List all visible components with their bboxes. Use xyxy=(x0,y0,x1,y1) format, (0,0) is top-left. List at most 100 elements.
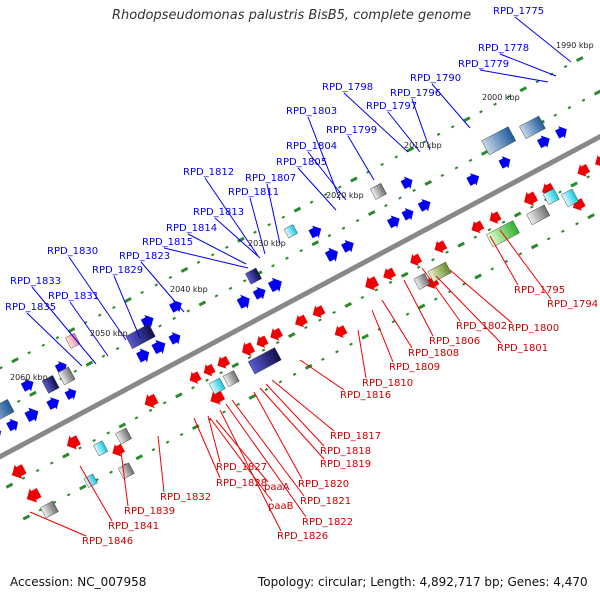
forward-gene-label: RPD_1830 xyxy=(47,246,98,257)
scale-tick xyxy=(349,342,353,346)
scale-tick xyxy=(219,371,223,375)
scale-tick xyxy=(29,390,37,397)
forward-leader-line xyxy=(31,286,97,365)
scale-label: 2030 kbp xyxy=(248,239,286,248)
leader-line-layer xyxy=(26,16,572,537)
scale-tick xyxy=(417,265,421,269)
reverse-gene-arrow xyxy=(471,220,485,234)
scale-tick xyxy=(112,305,116,310)
forward-gene-label: RPD_1812 xyxy=(183,167,234,178)
forward-gene-label: RPD_1823 xyxy=(119,251,170,262)
scale-tick xyxy=(162,401,167,405)
scale-label: 2060 kbp xyxy=(10,373,48,382)
scale-tick xyxy=(417,303,426,310)
scale-tick xyxy=(581,98,586,102)
reverse-leader-line xyxy=(499,229,552,300)
reverse-gene-label: RPD_1821 xyxy=(300,496,351,507)
forward-gene-label: RPD_1831 xyxy=(48,291,99,302)
scale-tick xyxy=(394,155,399,159)
domain-box xyxy=(125,323,156,349)
forward-gene-arrow xyxy=(151,339,166,355)
reverse-leader-line xyxy=(371,309,394,363)
forward-leader-line xyxy=(411,98,431,151)
scale-tick xyxy=(17,399,21,403)
domain-box xyxy=(427,261,452,283)
domain-box xyxy=(519,115,546,140)
reverse-gene-label: RPD_1818 xyxy=(320,446,371,457)
reverse-gene-label: RPD_1806 xyxy=(429,336,480,347)
scale-tick xyxy=(168,275,173,279)
scale-tick xyxy=(41,343,46,347)
forward-gene-label: RPD_1833 xyxy=(10,276,61,287)
scale-tick xyxy=(214,294,219,298)
reverse-leader-line xyxy=(193,417,221,479)
scale-tick xyxy=(175,392,183,399)
scale-tick xyxy=(73,369,78,373)
scale-tick xyxy=(151,448,156,452)
scale-tick xyxy=(593,89,600,96)
domain-box xyxy=(561,188,579,208)
forward-gene-arrow xyxy=(168,332,181,345)
forward-leader-line xyxy=(343,92,409,153)
scale-tick xyxy=(474,273,482,280)
scale-tick xyxy=(433,297,438,301)
forward-gene-arrow xyxy=(6,418,19,432)
scale-tick xyxy=(563,65,568,69)
scale-label: 2050 kbp xyxy=(90,329,128,338)
scale-tick xyxy=(66,493,71,497)
scale-tick xyxy=(140,290,144,295)
scale-tick xyxy=(546,237,551,241)
scale-tick xyxy=(186,309,191,313)
scale-tick xyxy=(412,188,416,193)
reverse-leader-line xyxy=(253,391,303,480)
scale-tick xyxy=(85,360,94,367)
domain-box xyxy=(117,462,135,480)
reverse-leader-line xyxy=(489,235,519,286)
forward-gene-arrow xyxy=(498,156,511,169)
scale-tick xyxy=(281,215,286,219)
scale-tick xyxy=(431,258,435,262)
scale-tick xyxy=(501,220,506,224)
forward-gene-label: RPD_1799 xyxy=(326,125,377,136)
scale-tick xyxy=(5,482,14,489)
reverse-gene-arrow xyxy=(577,164,591,177)
reverse-gene-label: RPD_1808 xyxy=(408,348,459,359)
forward-leader-line xyxy=(347,135,375,181)
scale-tick xyxy=(405,312,410,316)
scale-tick xyxy=(62,452,70,459)
forward-leader-line xyxy=(69,301,109,357)
scale-tick xyxy=(27,351,31,355)
track-layer xyxy=(0,56,600,521)
scale-tick xyxy=(344,301,353,308)
scale-tick xyxy=(462,282,466,286)
forward-leader-line xyxy=(499,53,557,77)
scale-tick xyxy=(287,332,296,339)
reverse-leader-line xyxy=(299,359,345,391)
reverse-gene-label: RPD_1795 xyxy=(514,285,565,296)
scale-tick xyxy=(367,210,376,217)
forward-leader-line xyxy=(204,177,259,257)
reverse-gene-label: RPD_1816 xyxy=(340,390,391,401)
scale-tick xyxy=(335,350,339,354)
scale-tick xyxy=(507,95,511,99)
reverse-gene-label: RPD_1817 xyxy=(330,431,381,442)
forward-gene-arrow xyxy=(236,294,250,309)
scale-tick xyxy=(278,380,283,384)
forward-gene-arrow xyxy=(417,199,431,212)
domain-box xyxy=(222,370,240,388)
reverse-gene-label: RPD_1826 xyxy=(277,531,328,542)
reverse-gene-arrow xyxy=(210,390,226,405)
scale-tick xyxy=(165,440,170,444)
reverse-leader-line xyxy=(207,415,221,463)
scale-tick xyxy=(388,280,393,284)
forward-gene-arrow xyxy=(400,176,413,190)
forward-gene-label: RPD_1815 xyxy=(142,237,193,248)
forward-leader-line xyxy=(163,247,249,269)
label-layer: 1990 kbp 2000 kbp 2010 kbp 2020 kbp 2030 kbp… xyxy=(5,6,598,547)
reverse-gene-label: paaB xyxy=(268,501,294,512)
scale-tick xyxy=(67,327,76,334)
domain-box xyxy=(208,377,226,395)
domain-box xyxy=(247,347,282,375)
reverse-gene-arrow xyxy=(189,371,202,384)
scale-tick xyxy=(337,185,342,189)
